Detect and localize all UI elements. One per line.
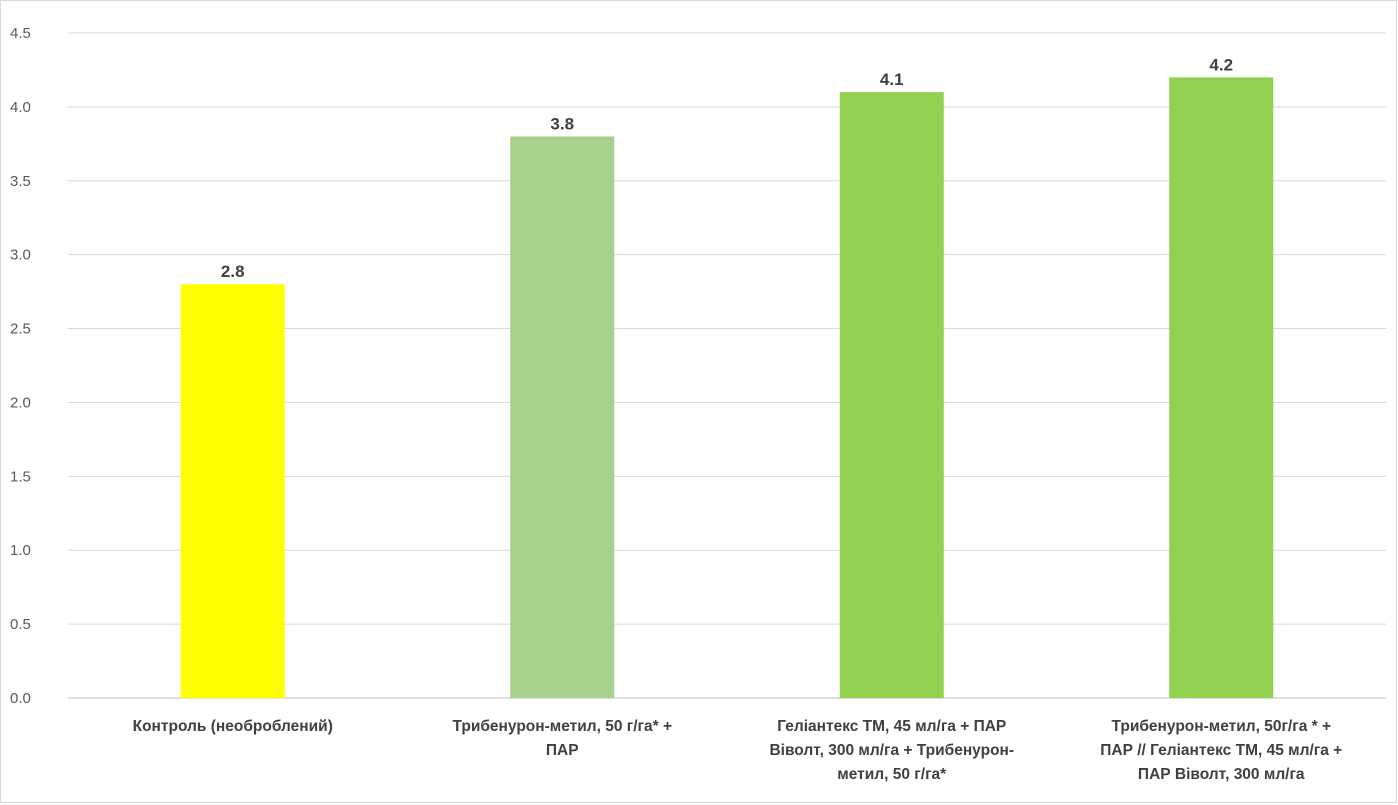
bar [839, 92, 944, 699]
bar [510, 136, 615, 698]
data-label: 4.2 [1209, 55, 1233, 74]
gridlines [68, 32, 1386, 699]
y-tick-label: 3.5 [10, 173, 31, 190]
data-labels: 2.8 3.8 4.1 4.2 [221, 55, 1233, 281]
y-tick-label: 0.5 [10, 616, 31, 633]
y-tick-label: 2.5 [10, 321, 31, 338]
x-category-label: ПАР Віволт, 300 мл/га [1138, 766, 1305, 783]
x-category-label: Трибенурон-метил, 50г/га * + [1111, 718, 1331, 735]
y-tick-label: 4.0 [10, 99, 31, 116]
y-tick-label: 1.0 [10, 542, 31, 559]
x-category-label: ПАР [546, 742, 579, 759]
x-category-label: Геліантекс ТМ, 45 мл/га + ПАР [777, 718, 1006, 735]
x-category-label: метил, 50 г/га* [837, 766, 947, 783]
y-tick-label: 4.5 [10, 25, 31, 42]
y-tick-label: 2.0 [10, 394, 31, 411]
y-axis-tick-labels: 0.0 0.5 1.0 1.5 2.0 2.5 3.0 3.5 4.0 4.5 [10, 25, 31, 707]
bar [1169, 77, 1274, 699]
data-label: 3.8 [550, 114, 574, 133]
data-label: 4.1 [880, 70, 904, 89]
y-tick-label: 1.5 [10, 468, 31, 485]
x-category-label: ПАР // Геліантекс ТМ, 45 мл/га + [1100, 742, 1342, 759]
bars [180, 77, 1274, 699]
x-category-label: Контроль (необроблений) [133, 718, 333, 735]
y-tick-label: 3.0 [10, 247, 31, 264]
x-category-label: Віволт, 300 мл/га + Трибенурон- [769, 742, 1014, 759]
data-label: 2.8 [221, 262, 245, 281]
y-tick-label: 0.0 [10, 690, 31, 707]
bar [180, 284, 285, 698]
x-axis-category-labels: Контроль (необроблений) Трибенурон-метил,… [133, 718, 1343, 783]
x-category-label: Трибенурон-метил, 50 г/га* + [452, 718, 672, 735]
